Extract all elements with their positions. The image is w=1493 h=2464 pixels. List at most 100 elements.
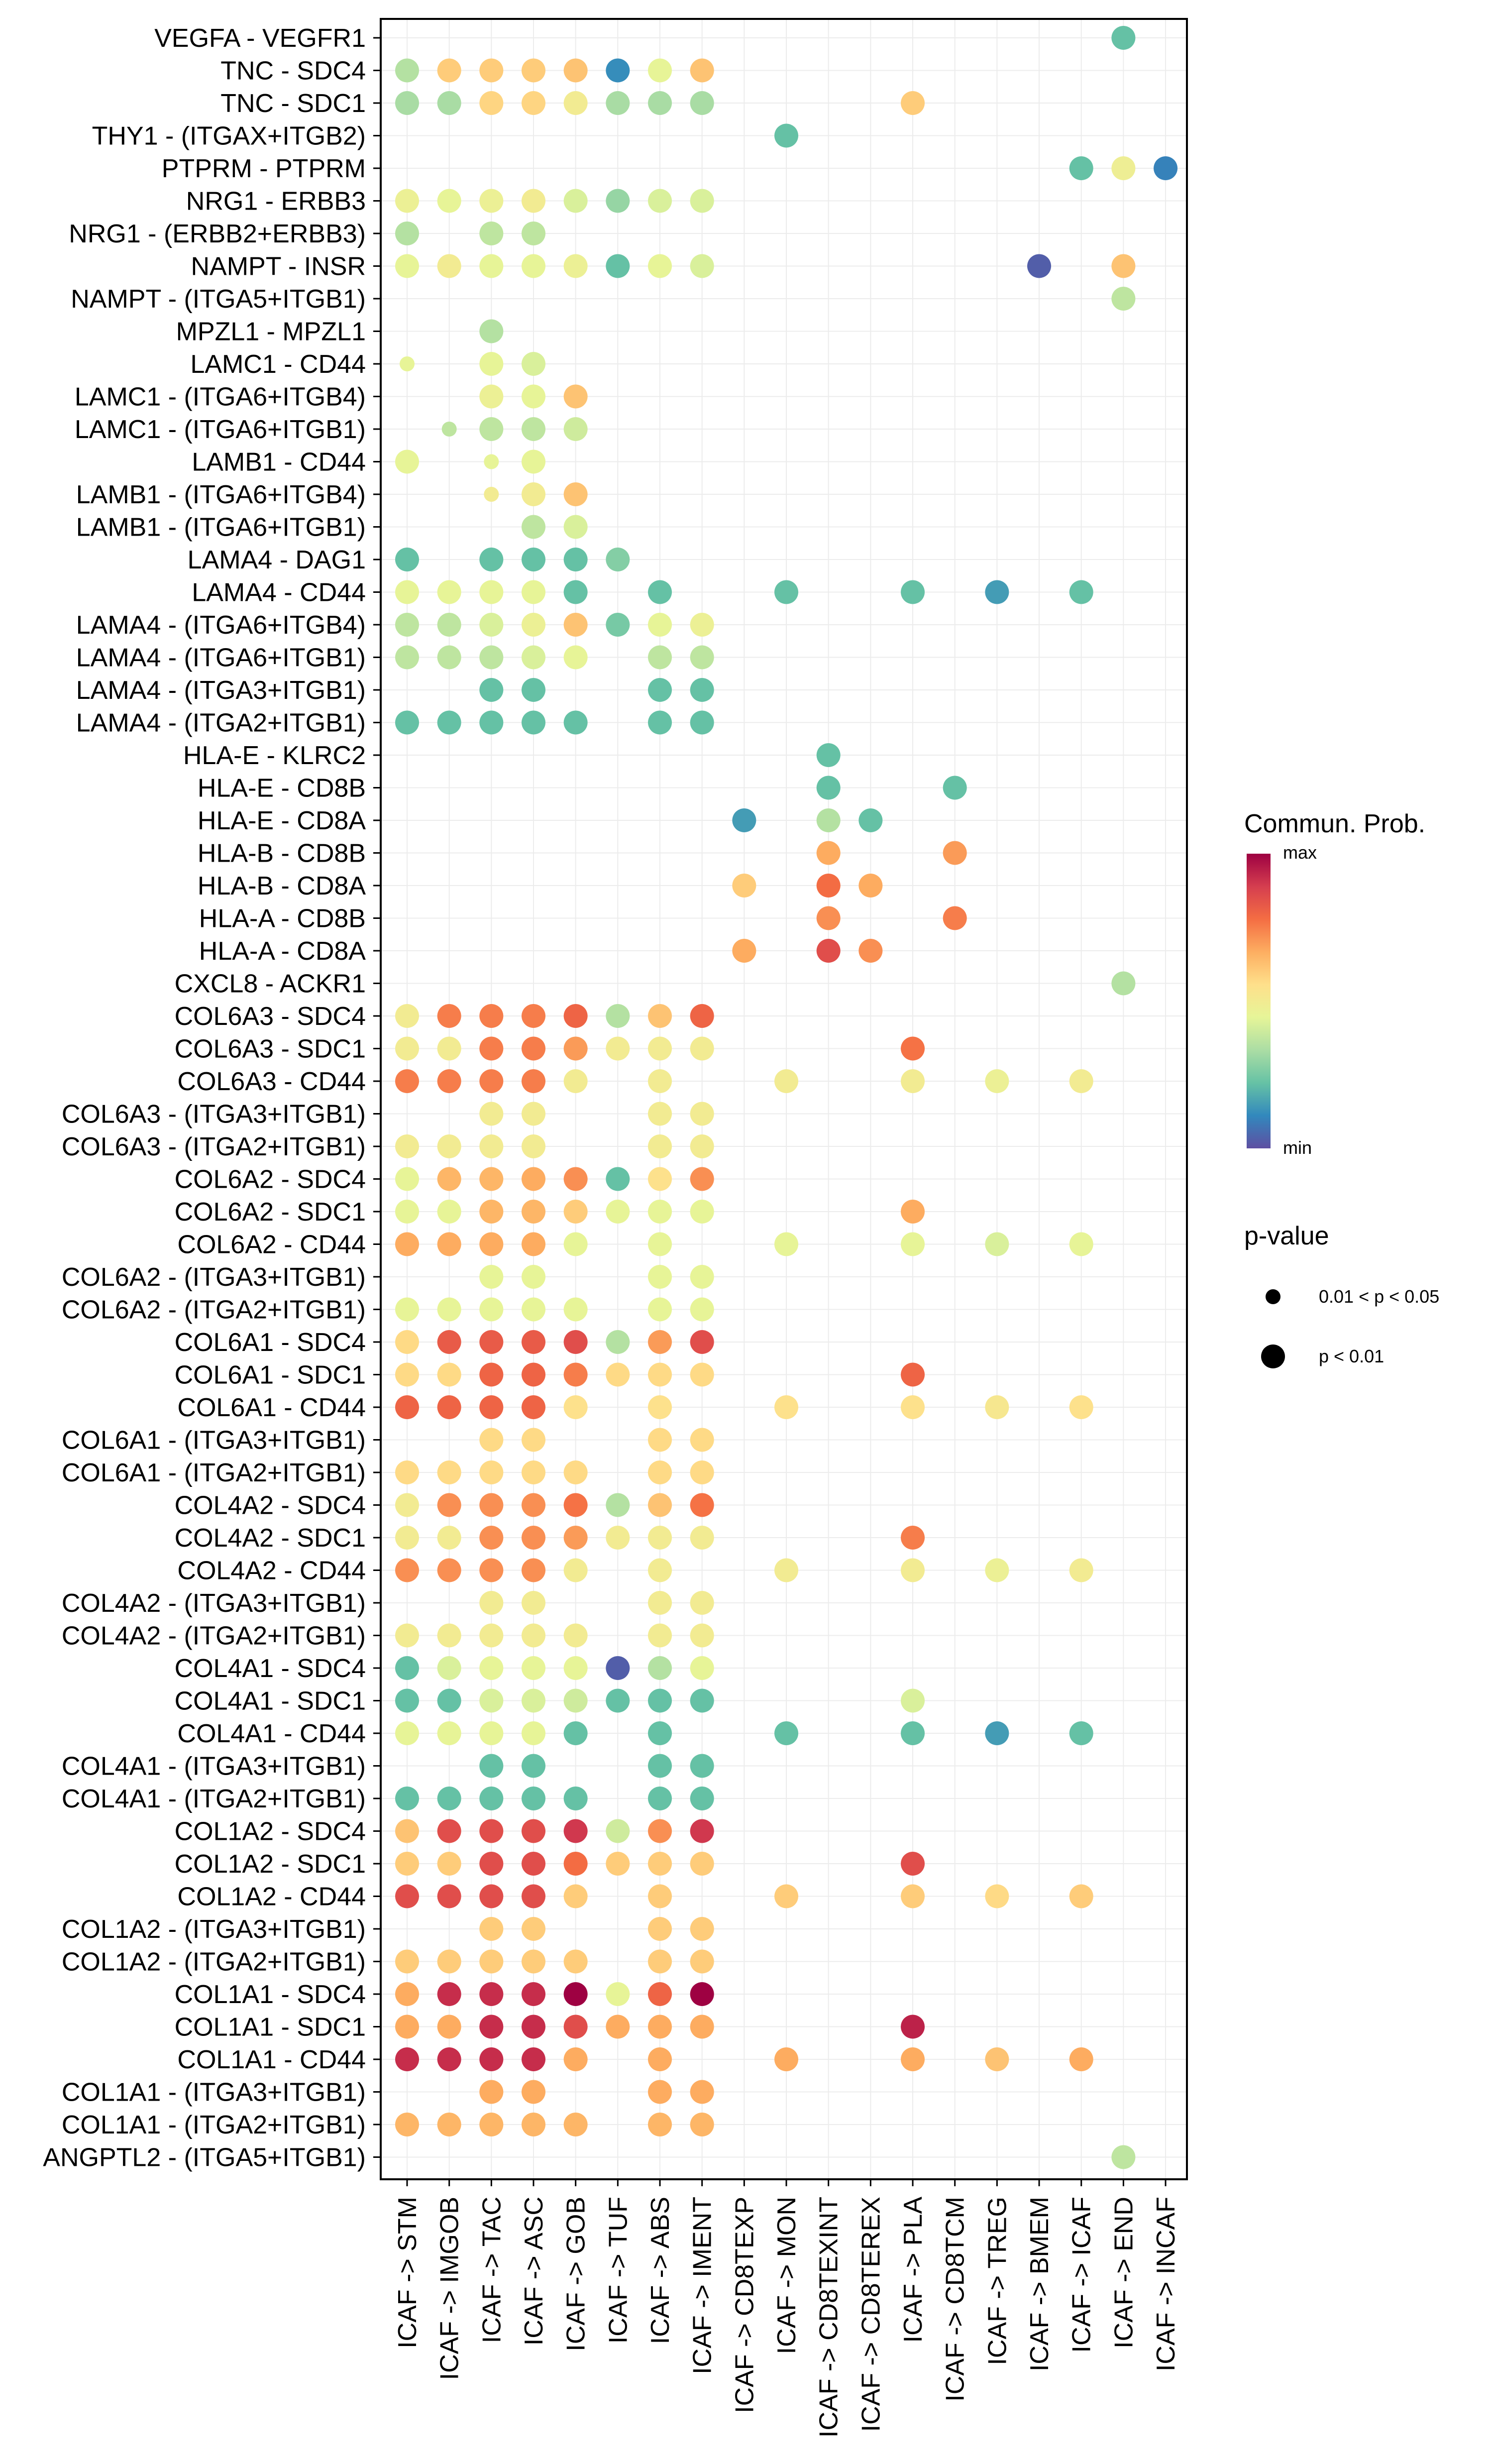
data-point — [901, 2047, 925, 2071]
data-point — [690, 1852, 714, 1876]
data-point — [690, 1362, 714, 1387]
data-point — [858, 808, 883, 832]
data-point — [690, 1036, 714, 1061]
y-tick-label: COL1A1 - (ITGA3+ITGB1) — [62, 2078, 366, 2107]
data-point — [690, 1297, 714, 1322]
y-tick-label: THY1 - (ITGAX+ITGB2) — [92, 122, 366, 151]
data-point — [690, 1787, 714, 1810]
x-tick-label: ICAF -> CD8TEXP — [730, 2197, 759, 2413]
data-point — [690, 91, 714, 115]
data-point — [484, 454, 499, 469]
y-tick-label: COL6A3 - SDC1 — [175, 1035, 366, 1064]
data-point — [522, 449, 546, 474]
data-point — [437, 2047, 461, 2071]
data-point — [479, 645, 504, 670]
y-tick-label: COL1A2 - CD44 — [177, 1883, 366, 1911]
data-point — [774, 1395, 799, 1419]
data-point — [395, 1558, 419, 1582]
color-bar — [1247, 854, 1271, 1148]
pvalue-legend-title: p-value — [1244, 1222, 1329, 1250]
data-point — [437, 1884, 461, 1908]
data-point — [522, 1297, 546, 1322]
data-point — [395, 1297, 419, 1322]
data-point — [648, 1591, 672, 1615]
data-point — [648, 1558, 672, 1582]
y-tick-label: LAMA4 - DAG1 — [188, 546, 366, 574]
data-point — [479, 1167, 504, 1191]
x-tick-label: ICAF -> ASC — [520, 2197, 548, 2346]
y-tick-label: LAMB1 - (ITGA6+ITGB1) — [76, 513, 366, 542]
data-point — [437, 254, 461, 278]
data-point — [437, 189, 461, 213]
data-point — [563, 1884, 588, 1908]
data-point — [606, 1200, 630, 1224]
data-point — [522, 710, 546, 735]
y-tick-label: TNC - SDC4 — [220, 57, 366, 86]
data-point — [395, 1004, 419, 1028]
data-point — [522, 1395, 546, 1419]
y-tick-label: LAMA4 - (ITGA6+ITGB1) — [76, 644, 366, 672]
data-point — [522, 222, 546, 245]
x-tick-label: ICAF -> GOB — [562, 2197, 591, 2352]
data-point — [479, 1493, 504, 1517]
data-point — [563, 2015, 588, 2039]
data-point — [648, 2080, 672, 2104]
data-point — [858, 874, 883, 897]
data-point — [901, 1721, 925, 1745]
data-point — [437, 2015, 461, 2039]
x-tick-label: ICAF -> STM — [393, 2197, 422, 2349]
data-point — [522, 1134, 546, 1158]
data-point — [563, 1982, 588, 2006]
y-tick-label: COL4A1 - SDC4 — [175, 1654, 366, 1683]
data-point — [985, 1721, 1009, 1745]
data-point — [690, 1004, 714, 1028]
data-point — [563, 189, 588, 213]
data-point — [522, 1623, 546, 1648]
data-point — [479, 1069, 504, 1093]
data-point — [563, 1558, 588, 1582]
data-point — [648, 613, 672, 637]
data-point — [437, 1493, 461, 1517]
y-tick-label: COL4A1 - (ITGA2+ITGB1) — [62, 1785, 366, 1813]
data-point — [395, 449, 419, 474]
data-point — [1069, 156, 1093, 180]
data-point — [648, 1884, 672, 1908]
data-point — [479, 222, 504, 245]
data-point — [732, 874, 756, 897]
data-point — [479, 1721, 504, 1745]
data-point — [479, 91, 504, 115]
data-point — [479, 254, 504, 278]
data-point — [522, 1754, 546, 1778]
y-axis-labels: VEGFA - VEGFR1 TNC - SDC4 TNC - SDC1 THY1 -… — [43, 24, 381, 2172]
data-point — [648, 1852, 672, 1876]
data-point — [690, 1591, 714, 1615]
data-point — [901, 1395, 925, 1419]
data-point — [395, 1884, 419, 1908]
data-point — [648, 1200, 672, 1224]
data-point — [437, 1004, 461, 1028]
y-tick-label: ANGPTL2 - (ITGA5+ITGB1) — [43, 2143, 366, 2172]
data-point — [606, 91, 630, 115]
data-point — [479, 1297, 504, 1322]
y-tick-label: COL4A1 - CD44 — [177, 1719, 366, 1748]
data-point — [522, 1460, 546, 1484]
data-point — [648, 1754, 672, 1778]
data-point — [395, 645, 419, 670]
data-point — [479, 1819, 504, 1843]
data-point — [479, 1036, 504, 1061]
data-point — [690, 1819, 714, 1843]
data-point — [1069, 1558, 1093, 1582]
data-point — [606, 613, 630, 637]
data-point — [479, 580, 504, 604]
data-point — [563, 1656, 588, 1680]
x-tick-label: ICAF -> IMENT — [688, 2197, 717, 2374]
data-point — [395, 548, 419, 571]
y-tick-label: COL6A2 - CD44 — [177, 1231, 366, 1259]
data-point — [563, 2047, 588, 2071]
y-tick-label: HLA-A - CD8A — [199, 937, 366, 966]
y-tick-label: HLA-E - KLRC2 — [183, 741, 366, 770]
data-point — [437, 710, 461, 735]
data-point — [606, 58, 630, 83]
data-point — [522, 1004, 546, 1028]
data-point — [1154, 156, 1178, 180]
